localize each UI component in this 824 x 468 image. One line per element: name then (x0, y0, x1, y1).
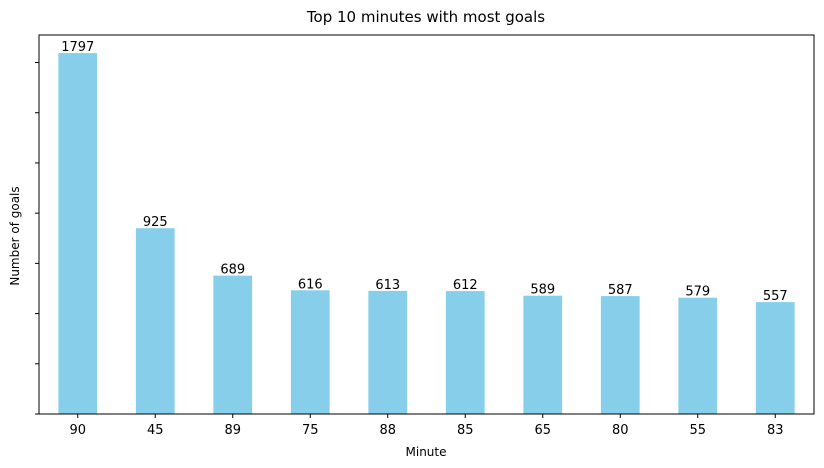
x-tick-label-55: 55 (689, 423, 706, 438)
bar-55 (678, 297, 718, 414)
bar-65 (523, 295, 563, 414)
x-tick-label-75: 75 (302, 423, 319, 438)
data-label-65: 589 (530, 283, 555, 298)
y-axis-label: Number of goals (8, 186, 22, 285)
bar-45 (135, 228, 175, 414)
bars-group (58, 53, 795, 414)
x-tick-label-85: 85 (457, 423, 474, 438)
bar-83 (755, 302, 795, 414)
data-label-90: 1797 (61, 40, 94, 55)
bar-88 (368, 290, 408, 414)
x-tick-label-83: 83 (767, 423, 784, 438)
x-tick-label-88: 88 (379, 423, 396, 438)
bar-85 (445, 291, 485, 414)
bar-90 (58, 53, 98, 414)
data-label-85: 612 (453, 278, 478, 293)
x-axis-ticks: 90 45 89 75 88 85 65 80 55 83 (69, 414, 784, 438)
x-axis-label: Minute (406, 445, 447, 459)
data-label-55: 579 (685, 285, 710, 300)
data-labels-group: 1797 925 689 616 613 612 589 587 579 557 (61, 40, 787, 304)
x-tick-label-89: 89 (224, 423, 241, 438)
x-tick-label-45: 45 (147, 423, 164, 438)
data-label-89: 689 (220, 263, 245, 278)
bar-80 (600, 296, 640, 414)
x-tick-label-80: 80 (612, 423, 629, 438)
data-label-75: 616 (298, 277, 323, 292)
data-label-80: 587 (608, 283, 633, 298)
bar-89 (213, 275, 253, 414)
data-label-88: 613 (375, 278, 400, 293)
x-tick-label-65: 65 (534, 423, 551, 438)
x-tick-label-90: 90 (69, 423, 86, 438)
chart-title: Top 10 minutes with most goals (306, 8, 545, 26)
bar-75 (290, 290, 330, 414)
y-axis-ticks (35, 62, 39, 415)
data-label-83: 557 (763, 289, 788, 304)
data-label-45: 925 (143, 215, 168, 230)
plot-frame (38, 34, 815, 415)
